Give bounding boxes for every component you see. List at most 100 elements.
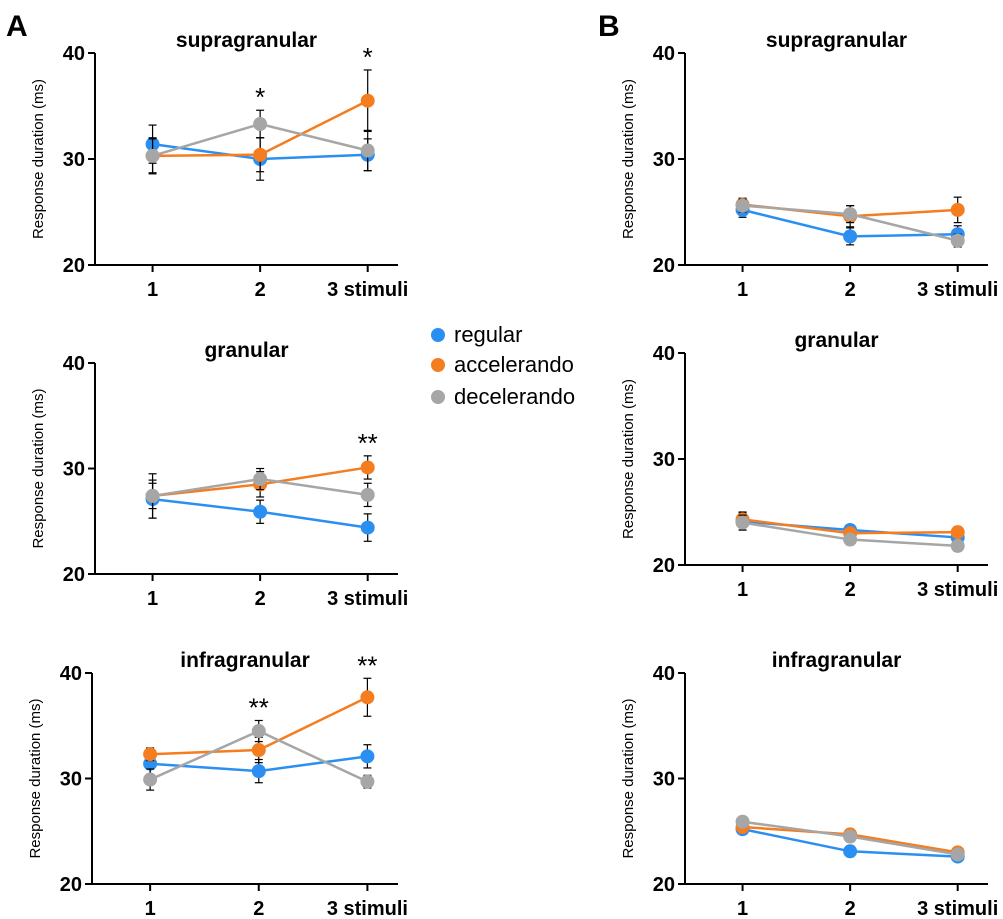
series-decelerando (145, 467, 375, 519)
x-tick-label: 2 (845, 898, 856, 919)
chart-a-infragranular: infragranular 20 30 40 Response duration (ms… (27, 649, 408, 919)
y-axis-label: Response duration (ms) (620, 698, 637, 858)
series-decelerando (143, 719, 375, 791)
y-tick-label: 30 (63, 459, 85, 481)
data-point (143, 772, 158, 787)
data-point (251, 724, 266, 739)
data-point (251, 764, 266, 779)
charts: supragranular 20 30 40 Response duration (ms… (27, 29, 998, 919)
series-decelerando (735, 514, 965, 553)
data-point (253, 117, 268, 132)
data-point (253, 147, 268, 162)
series-decelerando (735, 198, 965, 248)
data-point (735, 814, 750, 829)
data-point (145, 488, 160, 503)
x-tick-label: 1 (737, 898, 748, 919)
data-point (360, 93, 375, 108)
x-tick-label: 2 (255, 588, 266, 610)
x-tick-label: 2 (845, 279, 856, 301)
chart-title: granular (204, 339, 288, 362)
x-tick-label: 3 stimuli (327, 279, 408, 301)
legend-item-accelerando: accelerando (431, 352, 574, 377)
y-tick-label: 40 (653, 663, 675, 685)
data-point (950, 202, 965, 217)
x-tick-label: 1 (737, 279, 748, 301)
data-point (843, 229, 858, 244)
x-tick-label: 1 (145, 898, 156, 919)
y-tick-label: 30 (653, 149, 675, 171)
significance-marker: * (255, 82, 265, 112)
data-point (360, 460, 375, 475)
x-tick-label: 2 (255, 279, 266, 301)
data-point (843, 207, 858, 222)
y-axis-label: Response duration (ms) (27, 698, 44, 858)
significance-marker: ** (357, 650, 377, 680)
chart-a-granular: granular 20 30 40 Response duration (ms) 1 2 3 … (30, 339, 408, 610)
legend-marker-regular (431, 328, 445, 342)
x-tick-label: 1 (147, 279, 158, 301)
data-point (950, 525, 965, 540)
y-tick-label: 20 (63, 255, 85, 277)
legend-label-regular: regular (454, 322, 522, 347)
data-point (735, 515, 750, 530)
x-tick-label: 2 (845, 579, 856, 601)
data-point (360, 520, 375, 535)
data-point (251, 743, 266, 758)
data-point (360, 690, 375, 705)
x-tick-label: 3 stimuli (327, 588, 408, 610)
data-point (360, 487, 375, 502)
chart-a-supragranular: supragranular 20 30 40 Response duration (ms… (30, 29, 408, 301)
y-tick-label: 30 (653, 449, 675, 471)
legend: regular accelerando decelerando (431, 322, 575, 409)
chart-b-infragranular: infragranular 20 30 40 Response duration (ms… (620, 649, 998, 919)
data-point (950, 233, 965, 248)
y-tick-label: 40 (653, 343, 675, 365)
chart-title: supragranular (766, 29, 907, 52)
y-tick-label: 20 (653, 555, 675, 577)
panel-letter-b: B (598, 10, 620, 43)
chart-title: infragranular (772, 649, 902, 672)
data-point (360, 774, 375, 789)
chart-title: granular (794, 329, 878, 352)
data-point (950, 538, 965, 553)
y-axis-label: Response duration (ms) (30, 79, 47, 239)
chart-title: supragranular (176, 29, 317, 52)
legend-item-decelerando: decelerando (431, 384, 575, 409)
data-point (360, 143, 375, 158)
significance-marker: * (363, 42, 373, 72)
data-point (843, 532, 858, 547)
y-axis-label: Response duration (ms) (30, 388, 47, 548)
chart-title: infragranular (180, 649, 310, 672)
legend-marker-decelerando (431, 390, 445, 404)
y-tick-label: 30 (653, 769, 675, 791)
y-tick-label: 40 (60, 663, 82, 685)
panel-letter-a: A (6, 10, 28, 43)
significance-marker: ** (249, 692, 269, 722)
legend-item-regular: regular (431, 322, 522, 347)
y-tick-label: 40 (63, 43, 85, 65)
y-tick-label: 40 (653, 43, 675, 65)
data-point (950, 847, 965, 862)
y-tick-label: 30 (63, 149, 85, 171)
y-axis-label: Response duration (ms) (620, 79, 637, 239)
legend-label-accelerando: accelerando (454, 352, 574, 377)
x-tick-label: 1 (737, 579, 748, 601)
y-tick-label: 30 (60, 769, 82, 791)
data-point (145, 148, 160, 163)
x-tick-label: 3 stimuli (917, 898, 998, 919)
legend-marker-accelerando (431, 358, 445, 372)
data-point (143, 747, 158, 762)
data-point (843, 829, 858, 844)
y-tick-label: 20 (63, 564, 85, 586)
data-point (360, 749, 375, 764)
chart-b-granular: granular 20 30 40 Response duration (ms) 1 2 3 … (620, 329, 998, 601)
data-point (735, 198, 750, 213)
series-accelerando (143, 677, 375, 764)
y-tick-label: 20 (60, 874, 82, 896)
series-regular (143, 744, 375, 784)
x-tick-label: 3 stimuli (917, 279, 998, 301)
y-axis-label: Response duration (ms) (620, 379, 637, 539)
y-tick-label: 20 (653, 255, 675, 277)
legend-label-decelerando: decelerando (454, 384, 575, 409)
